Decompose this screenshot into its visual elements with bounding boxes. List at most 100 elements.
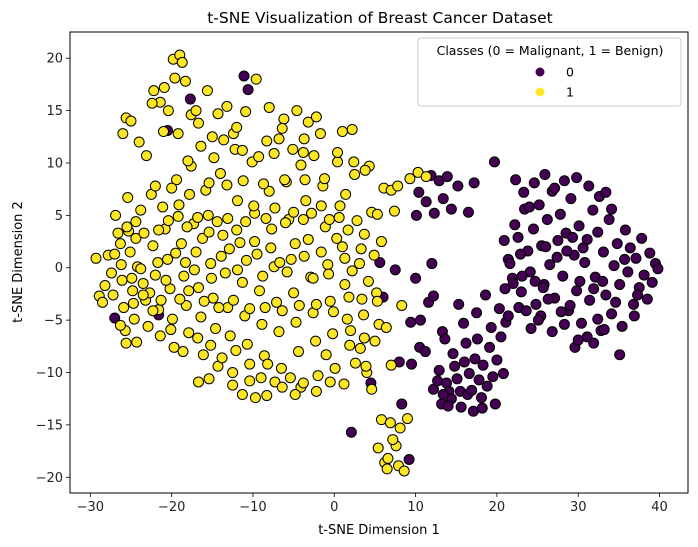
data-point: [502, 310, 514, 322]
data-point: [231, 224, 243, 236]
data-point: [219, 267, 231, 279]
data-point: [308, 150, 320, 162]
data-point: [265, 242, 277, 254]
data-point: [614, 279, 626, 290]
data-point: [217, 229, 229, 241]
data-point: [180, 299, 192, 311]
x-axis-label: t-SNE Dimension 1: [318, 523, 440, 538]
data-point: [175, 238, 187, 250]
data-point: [192, 332, 204, 344]
data-point: [372, 442, 384, 454]
y-tick-label: 10: [46, 156, 63, 171]
data-point: [125, 115, 137, 127]
data-point: [426, 258, 438, 270]
data-point: [168, 341, 180, 353]
data-point: [249, 392, 261, 404]
data-point: [345, 325, 357, 337]
data-point: [575, 317, 587, 329]
data-point: [499, 283, 511, 295]
data-point: [276, 122, 288, 134]
data-point: [567, 231, 579, 243]
data-point: [619, 253, 631, 265]
data-point: [445, 203, 457, 215]
data-point: [537, 282, 549, 294]
data-point: [384, 417, 396, 429]
data-point: [573, 220, 585, 232]
x-tick-label: 20: [489, 500, 506, 515]
data-point: [603, 214, 615, 226]
data-point: [475, 392, 487, 404]
points-layer: [90, 49, 664, 477]
data-point: [278, 113, 290, 125]
data-point: [592, 226, 604, 238]
data-point: [515, 286, 527, 298]
data-point: [289, 238, 301, 250]
data-point: [588, 283, 600, 295]
data-point: [600, 186, 612, 198]
data-point: [504, 258, 516, 270]
data-point: [315, 246, 327, 258]
data-point: [124, 246, 136, 258]
data-point: [539, 168, 551, 180]
data-point: [557, 270, 569, 282]
data-point: [178, 270, 190, 282]
data-point: [291, 105, 303, 117]
data-point: [628, 310, 640, 322]
data-point: [302, 116, 314, 128]
data-point: [351, 215, 363, 227]
data-point: [619, 224, 631, 236]
data-point: [507, 277, 519, 289]
data-point: [487, 371, 499, 383]
data-point: [222, 213, 234, 224]
data-point: [266, 223, 278, 235]
data-point: [109, 248, 121, 260]
data-point: [480, 289, 492, 301]
data-point: [182, 155, 194, 167]
x-tick-label: −10: [239, 500, 266, 515]
data-point: [192, 282, 204, 294]
data-point: [160, 274, 172, 286]
data-point: [214, 167, 226, 179]
data-point: [579, 257, 591, 268]
data-point: [341, 313, 353, 325]
data-point: [630, 252, 642, 264]
data-point: [338, 378, 350, 390]
data-point: [462, 206, 474, 218]
data-point: [307, 272, 319, 284]
data-point: [297, 146, 309, 158]
data-point: [432, 375, 444, 387]
data-point: [546, 326, 558, 338]
data-point: [324, 376, 336, 388]
data-point: [162, 105, 174, 117]
data-point: [331, 232, 343, 244]
data-point: [262, 358, 274, 370]
data-point: [392, 180, 404, 192]
data-point: [343, 291, 355, 303]
data-point: [608, 260, 620, 272]
data-point: [284, 372, 296, 384]
data-point: [105, 267, 117, 279]
data-point: [353, 258, 365, 270]
data-point: [263, 101, 275, 113]
data-point: [387, 434, 399, 446]
data-point: [261, 135, 273, 147]
data-point: [236, 144, 248, 156]
data-point: [202, 209, 214, 221]
data-point: [184, 188, 196, 200]
data-point: [455, 401, 467, 413]
data-point: [162, 253, 174, 265]
data-point: [253, 285, 265, 297]
y-tick-label: −5: [44, 314, 63, 329]
data-point: [181, 221, 193, 233]
data-point: [396, 398, 408, 410]
data-point: [205, 258, 217, 270]
data-point: [213, 302, 225, 314]
data-point: [137, 289, 149, 301]
plot-frame: [69, 31, 689, 494]
data-point: [157, 201, 169, 213]
data-point: [275, 362, 287, 374]
data-point: [236, 389, 248, 401]
data-point: [319, 173, 331, 185]
data-point: [276, 305, 288, 317]
